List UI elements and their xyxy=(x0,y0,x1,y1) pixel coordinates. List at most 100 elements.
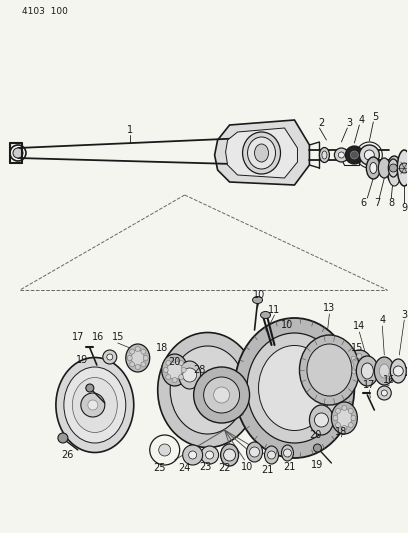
Circle shape xyxy=(127,356,132,360)
Circle shape xyxy=(381,390,387,396)
Circle shape xyxy=(141,362,146,367)
Text: 10: 10 xyxy=(282,320,294,330)
Text: 5: 5 xyxy=(372,112,379,122)
Circle shape xyxy=(357,353,362,359)
Circle shape xyxy=(58,433,68,443)
Ellipse shape xyxy=(261,311,271,319)
Circle shape xyxy=(103,350,117,364)
Ellipse shape xyxy=(307,344,352,396)
Circle shape xyxy=(399,163,408,173)
Text: 23: 23 xyxy=(200,462,212,472)
Ellipse shape xyxy=(243,132,280,174)
Ellipse shape xyxy=(322,151,327,159)
Text: 2: 2 xyxy=(318,118,324,128)
Circle shape xyxy=(214,387,230,403)
Circle shape xyxy=(166,375,171,379)
Text: 19: 19 xyxy=(311,460,324,470)
Text: 24: 24 xyxy=(178,463,191,473)
Ellipse shape xyxy=(246,442,262,462)
Circle shape xyxy=(351,369,356,374)
Circle shape xyxy=(393,366,403,376)
Circle shape xyxy=(342,406,347,410)
Text: 16: 16 xyxy=(92,332,104,342)
Ellipse shape xyxy=(361,363,373,379)
Text: 13: 13 xyxy=(323,303,335,313)
Ellipse shape xyxy=(366,157,380,179)
Ellipse shape xyxy=(253,296,262,303)
Text: 17: 17 xyxy=(72,332,84,342)
Circle shape xyxy=(179,375,184,379)
Ellipse shape xyxy=(374,357,394,385)
Circle shape xyxy=(333,416,338,421)
Polygon shape xyxy=(215,120,309,185)
Circle shape xyxy=(362,356,368,361)
Text: 4103  100: 4103 100 xyxy=(22,7,68,17)
Circle shape xyxy=(250,447,259,457)
Ellipse shape xyxy=(390,359,406,383)
Ellipse shape xyxy=(264,446,279,464)
Ellipse shape xyxy=(388,164,400,186)
Text: 10: 10 xyxy=(242,462,254,472)
Ellipse shape xyxy=(167,360,182,379)
Circle shape xyxy=(206,451,214,459)
Circle shape xyxy=(86,384,94,392)
Ellipse shape xyxy=(259,345,330,431)
Circle shape xyxy=(130,349,135,354)
Circle shape xyxy=(335,408,341,414)
Ellipse shape xyxy=(179,361,201,389)
Polygon shape xyxy=(226,128,297,178)
Ellipse shape xyxy=(255,144,268,162)
Text: 7: 7 xyxy=(374,198,380,208)
Circle shape xyxy=(349,362,354,367)
Ellipse shape xyxy=(126,344,150,372)
Circle shape xyxy=(359,145,379,165)
Circle shape xyxy=(172,358,177,362)
Circle shape xyxy=(313,444,322,452)
Circle shape xyxy=(204,377,239,413)
Text: 9: 9 xyxy=(401,203,407,213)
Circle shape xyxy=(335,423,341,427)
Circle shape xyxy=(107,354,113,360)
Circle shape xyxy=(346,146,364,164)
Circle shape xyxy=(364,150,374,160)
Ellipse shape xyxy=(387,156,402,184)
Circle shape xyxy=(342,425,347,431)
Circle shape xyxy=(335,148,348,162)
Circle shape xyxy=(338,152,344,158)
Ellipse shape xyxy=(299,335,359,405)
Circle shape xyxy=(135,365,140,369)
Text: 28: 28 xyxy=(193,365,206,375)
Ellipse shape xyxy=(247,333,342,443)
Circle shape xyxy=(135,346,140,351)
Circle shape xyxy=(143,356,148,360)
Circle shape xyxy=(166,360,171,366)
Circle shape xyxy=(377,386,391,400)
Circle shape xyxy=(351,356,356,361)
Circle shape xyxy=(183,368,197,382)
Circle shape xyxy=(348,408,353,414)
Text: 19: 19 xyxy=(76,355,88,365)
Text: 4: 4 xyxy=(379,315,386,325)
Circle shape xyxy=(181,367,186,373)
Circle shape xyxy=(130,362,135,367)
Ellipse shape xyxy=(235,318,355,458)
Text: 20: 20 xyxy=(309,430,322,440)
Text: 25: 25 xyxy=(153,463,166,473)
Ellipse shape xyxy=(158,333,257,448)
Text: 15: 15 xyxy=(351,343,364,353)
Ellipse shape xyxy=(397,150,408,186)
Text: 10: 10 xyxy=(253,290,266,300)
Circle shape xyxy=(13,148,23,158)
Ellipse shape xyxy=(370,163,377,174)
Ellipse shape xyxy=(64,367,126,443)
Ellipse shape xyxy=(379,364,389,378)
Ellipse shape xyxy=(309,405,333,435)
Circle shape xyxy=(194,367,250,423)
Ellipse shape xyxy=(378,158,390,178)
Circle shape xyxy=(183,445,203,465)
Text: 6: 6 xyxy=(360,198,366,208)
Ellipse shape xyxy=(346,350,373,380)
Ellipse shape xyxy=(56,358,134,453)
Text: 11: 11 xyxy=(268,305,281,315)
Text: 22: 22 xyxy=(218,463,231,473)
